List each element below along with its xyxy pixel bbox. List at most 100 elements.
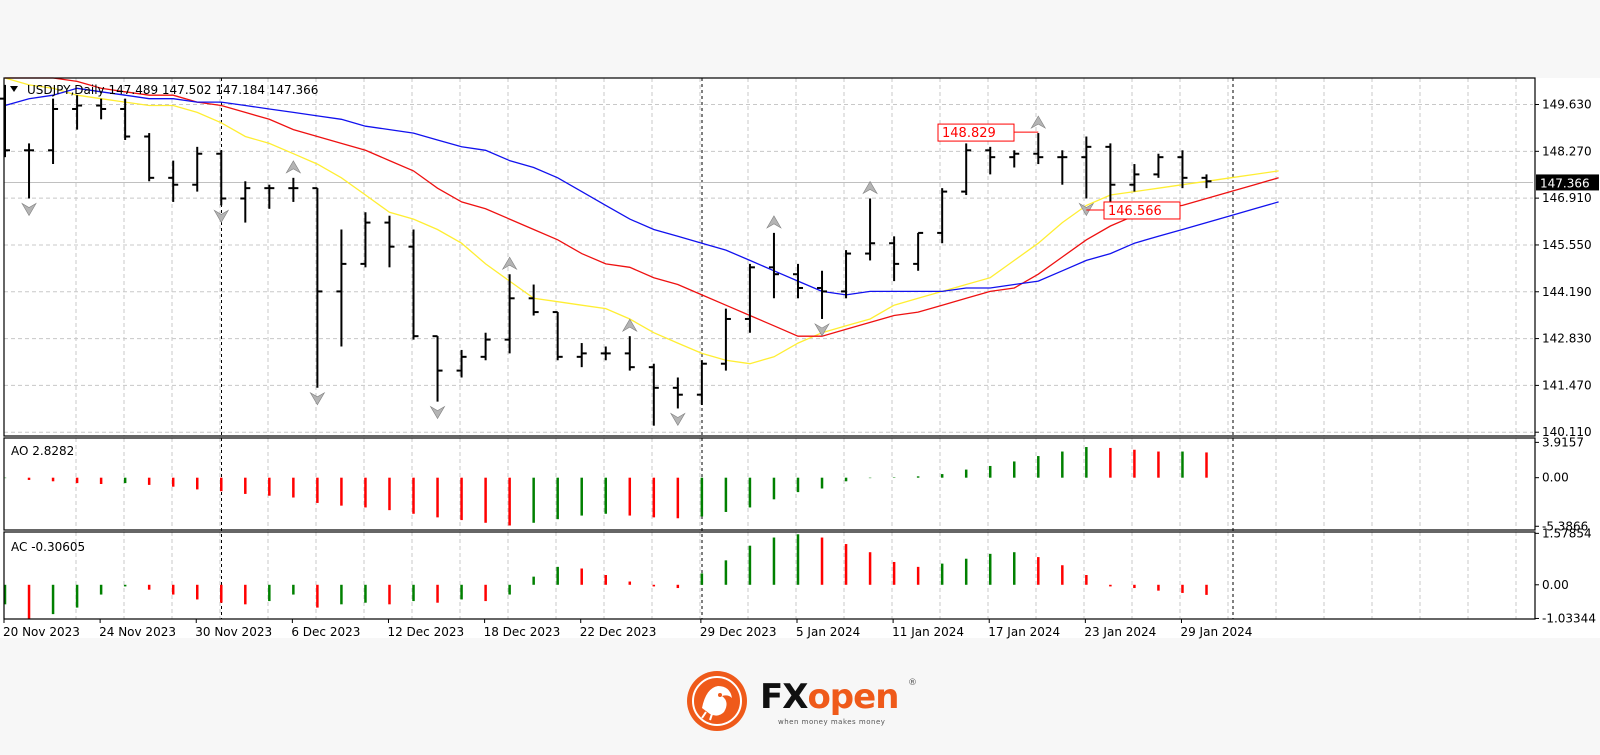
ao-axis-label: -5.3866 (1542, 519, 1588, 533)
ohlc-bar (192, 146, 203, 192)
ohlc-bar (937, 188, 948, 244)
price-axis-label: 140.110 (1542, 425, 1592, 439)
ac-axis-label: -1.03344 (1542, 611, 1596, 625)
ohlc-bar (144, 133, 155, 182)
ohlc-bar (696, 360, 707, 406)
chart-title: USDJPY,Daily 147.489 147.502 147.184 147… (27, 83, 318, 97)
ac-label: AC -0.30605 (11, 540, 85, 554)
low-price-marker (1103, 201, 1181, 220)
logo-wordmark: FXopen (760, 677, 899, 717)
ohlc-bar (1081, 136, 1092, 199)
ohlc-bar (336, 229, 347, 347)
ohlc-bar (720, 308, 731, 371)
ohlc-bar (1153, 153, 1164, 178)
ohlc-bar (264, 184, 275, 209)
ao-label: AO 2.8282 (11, 444, 74, 458)
ohlc-bar (792, 263, 803, 299)
ohlc-bar (552, 311, 563, 361)
ohlc-bar (865, 198, 876, 261)
ohlc-bar (576, 343, 587, 368)
ohlc-bar (408, 229, 419, 340)
tiger-emblem-icon (687, 671, 747, 731)
ohlc-bar (504, 274, 515, 354)
moving-average-line (4, 77, 1279, 365)
ohlc-bar (240, 181, 251, 223)
ohlc-bar (1009, 150, 1020, 168)
price-panel-frame (3, 77, 1536, 437)
fractal-down-arrow (21, 202, 37, 217)
ohlc-bar (360, 212, 371, 268)
ohlc-bar (1057, 150, 1068, 185)
ohlc-bar (624, 336, 635, 371)
ohlc-bar (48, 98, 59, 165)
ohlc-bar (744, 263, 755, 333)
ao-panel-frame (3, 437, 1536, 531)
price-axis-label: 149.630 (1542, 98, 1592, 112)
date-axis-label: 22 Dec 2023 (580, 625, 657, 639)
ohlc-bar (432, 335, 443, 402)
ohlc-bar (168, 160, 179, 202)
fractal-down-arrow (429, 405, 446, 420)
ohlc-bar (96, 98, 107, 120)
ohlc-bar (1177, 150, 1188, 189)
ohlc-bar (216, 150, 227, 206)
ohlc-bar (817, 270, 828, 319)
current-price-badge (1536, 174, 1599, 191)
date-axis-label: 29 Dec 2023 (700, 625, 777, 639)
date-axis-label: 11 Jan 2024 (892, 625, 964, 639)
fractal-up-arrow (1030, 115, 1047, 129)
date-axis-label: 17 Jan 2024 (988, 625, 1060, 639)
ohlc-bar (1033, 133, 1044, 165)
fractal-down-arrow (309, 391, 326, 406)
logo-registered-mark: ® (908, 678, 917, 688)
price-axis-label: 142.830 (1542, 332, 1592, 346)
ac-panel-frame (3, 531, 1536, 620)
ohlc-bar (384, 215, 395, 268)
ohlc-bar (889, 236, 900, 282)
ohlc-bar (961, 143, 972, 196)
ohlc-bar (1129, 164, 1140, 192)
price-axis-label: 145.550 (1542, 238, 1592, 252)
date-axis-label: 18 Dec 2023 (484, 625, 561, 639)
fractal-up-arrow (285, 160, 302, 174)
current-price-label: 147.366 (1540, 176, 1590, 190)
date-axis-label: 24 Nov 2023 (99, 625, 176, 639)
ohlc-bar (1201, 174, 1212, 189)
fractal-up-arrow (862, 180, 878, 195)
logo-tagline: when money makes money (778, 718, 886, 726)
fractal-down-arrow (814, 323, 830, 337)
ohlc-bar (120, 98, 131, 140)
logo-fx: FX (760, 677, 808, 717)
ohlc-bar (72, 95, 83, 130)
ohlc-bar (600, 346, 611, 361)
ohlc-bar (288, 177, 299, 202)
date-axis-label: 30 Nov 2023 (195, 625, 272, 639)
date-axis-label: 12 Dec 2023 (387, 625, 464, 639)
price-axis-label: 148.270 (1542, 144, 1592, 158)
ao-axis-label: 0.00 (1542, 471, 1569, 485)
fractal-up-arrow (766, 215, 782, 229)
fractal-up-arrow (621, 318, 638, 332)
price-axis-label: 146.910 (1542, 191, 1592, 205)
fractal-up-arrow (501, 256, 518, 271)
ohlc-bar (456, 349, 467, 378)
price-axis-label: 144.190 (1542, 285, 1592, 299)
ao-axis-label: 3.9157 (1542, 435, 1584, 449)
ohlc-bar (480, 332, 491, 361)
price-axis-label: 141.470 (1542, 378, 1592, 392)
low-price-label: 146.566 (1108, 204, 1162, 219)
fxopen-logo: FXopen ® when money makes money (684, 668, 924, 738)
ohlc-bar (985, 146, 996, 175)
date-axis-label: 20 Nov 2023 (3, 625, 80, 639)
ohlc-bar (24, 143, 35, 199)
moving-average-line (5, 77, 1279, 337)
symbol-dropdown-icon (10, 86, 18, 92)
fractal-down-arrow (213, 209, 230, 223)
logo-open: open (807, 677, 899, 717)
ohlc-bar (648, 363, 659, 426)
ohlc-bar (672, 377, 683, 409)
date-axis-label: 23 Jan 2024 (1084, 625, 1156, 639)
date-axis-label: 5 Jan 2024 (796, 625, 860, 639)
ohlc-bar (312, 187, 323, 388)
